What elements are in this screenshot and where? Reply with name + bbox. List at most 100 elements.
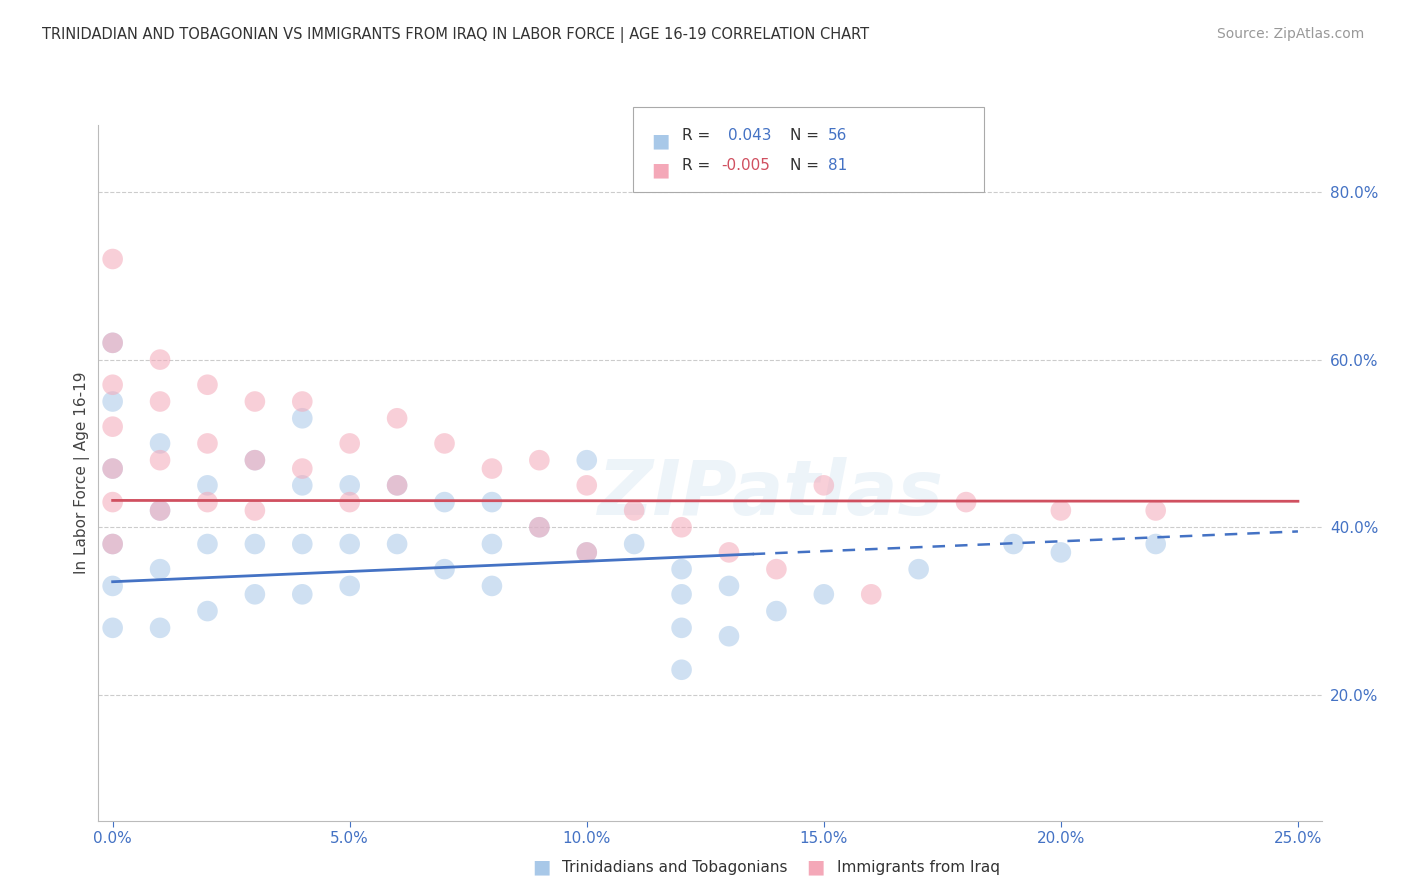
Point bbox=[339, 537, 361, 551]
Point bbox=[385, 478, 408, 492]
Point bbox=[671, 587, 693, 601]
Point bbox=[481, 461, 503, 475]
Point bbox=[101, 621, 124, 635]
Point bbox=[575, 545, 598, 559]
Point bbox=[291, 478, 314, 492]
Text: N =: N = bbox=[790, 158, 824, 173]
Point bbox=[339, 495, 361, 509]
Text: Source: ZipAtlas.com: Source: ZipAtlas.com bbox=[1216, 27, 1364, 41]
Point bbox=[291, 411, 314, 425]
Point bbox=[575, 545, 598, 559]
Text: ■: ■ bbox=[806, 857, 825, 877]
Point bbox=[197, 537, 219, 551]
Point bbox=[291, 394, 314, 409]
Point bbox=[197, 495, 219, 509]
Point bbox=[385, 411, 408, 425]
Point bbox=[623, 537, 645, 551]
Point bbox=[101, 335, 124, 350]
Point bbox=[149, 562, 172, 576]
Point bbox=[813, 587, 835, 601]
Point bbox=[671, 621, 693, 635]
Point bbox=[385, 478, 408, 492]
Point bbox=[197, 377, 219, 392]
Point bbox=[101, 579, 124, 593]
Point bbox=[671, 663, 693, 677]
Point bbox=[765, 562, 787, 576]
Point bbox=[197, 604, 219, 618]
Point bbox=[291, 461, 314, 475]
Point bbox=[149, 503, 172, 517]
Point bbox=[433, 436, 456, 450]
Point bbox=[197, 436, 219, 450]
Point bbox=[101, 394, 124, 409]
Text: TRINIDADIAN AND TOBAGONIAN VS IMMIGRANTS FROM IRAQ IN LABOR FORCE | AGE 16-19 CO: TRINIDADIAN AND TOBAGONIAN VS IMMIGRANTS… bbox=[42, 27, 869, 43]
Point bbox=[339, 579, 361, 593]
Text: ZIPatlas: ZIPatlas bbox=[598, 457, 945, 531]
Text: 56: 56 bbox=[828, 128, 848, 144]
Point bbox=[385, 537, 408, 551]
Point bbox=[291, 537, 314, 551]
Point bbox=[529, 520, 551, 534]
Point bbox=[101, 461, 124, 475]
Point bbox=[101, 419, 124, 434]
Text: 0.043: 0.043 bbox=[728, 128, 772, 144]
Point bbox=[149, 503, 172, 517]
Point bbox=[481, 537, 503, 551]
Point bbox=[955, 495, 977, 509]
Point bbox=[149, 394, 172, 409]
Point bbox=[717, 545, 740, 559]
Point bbox=[243, 453, 266, 467]
Text: ■: ■ bbox=[531, 857, 551, 877]
Text: Trinidadians and Tobagonians: Trinidadians and Tobagonians bbox=[562, 860, 787, 874]
Point bbox=[481, 579, 503, 593]
Point bbox=[243, 453, 266, 467]
Point bbox=[671, 520, 693, 534]
Point bbox=[197, 478, 219, 492]
Point bbox=[860, 587, 883, 601]
Text: R =: R = bbox=[682, 158, 716, 173]
Point bbox=[243, 394, 266, 409]
Text: 81: 81 bbox=[828, 158, 848, 173]
Point bbox=[813, 478, 835, 492]
Point bbox=[433, 562, 456, 576]
Point bbox=[101, 252, 124, 266]
Point bbox=[481, 495, 503, 509]
Point bbox=[243, 503, 266, 517]
Point bbox=[291, 587, 314, 601]
Point bbox=[101, 335, 124, 350]
Text: R =: R = bbox=[682, 128, 720, 144]
Point bbox=[339, 436, 361, 450]
Point bbox=[101, 377, 124, 392]
Point bbox=[101, 537, 124, 551]
Point bbox=[1050, 545, 1073, 559]
Point bbox=[339, 478, 361, 492]
Point bbox=[243, 587, 266, 601]
Text: -0.005: -0.005 bbox=[721, 158, 770, 173]
Point bbox=[1144, 537, 1167, 551]
Point bbox=[529, 453, 551, 467]
Point bbox=[623, 503, 645, 517]
Text: ■: ■ bbox=[651, 161, 669, 179]
Text: ■: ■ bbox=[651, 131, 669, 150]
Point bbox=[575, 453, 598, 467]
Point bbox=[575, 478, 598, 492]
Point bbox=[671, 562, 693, 576]
Point bbox=[717, 579, 740, 593]
Point bbox=[529, 520, 551, 534]
Point bbox=[1144, 503, 1167, 517]
Point bbox=[101, 495, 124, 509]
Point bbox=[243, 537, 266, 551]
Point bbox=[433, 495, 456, 509]
Y-axis label: In Labor Force | Age 16-19: In Labor Force | Age 16-19 bbox=[75, 371, 90, 574]
Point bbox=[1050, 503, 1073, 517]
Point bbox=[907, 562, 929, 576]
Point bbox=[149, 436, 172, 450]
Point bbox=[149, 453, 172, 467]
Point bbox=[149, 621, 172, 635]
Point bbox=[149, 352, 172, 367]
Text: Immigrants from Iraq: Immigrants from Iraq bbox=[837, 860, 1000, 874]
Text: N =: N = bbox=[790, 128, 824, 144]
Point bbox=[101, 461, 124, 475]
Point bbox=[765, 604, 787, 618]
Point bbox=[101, 537, 124, 551]
